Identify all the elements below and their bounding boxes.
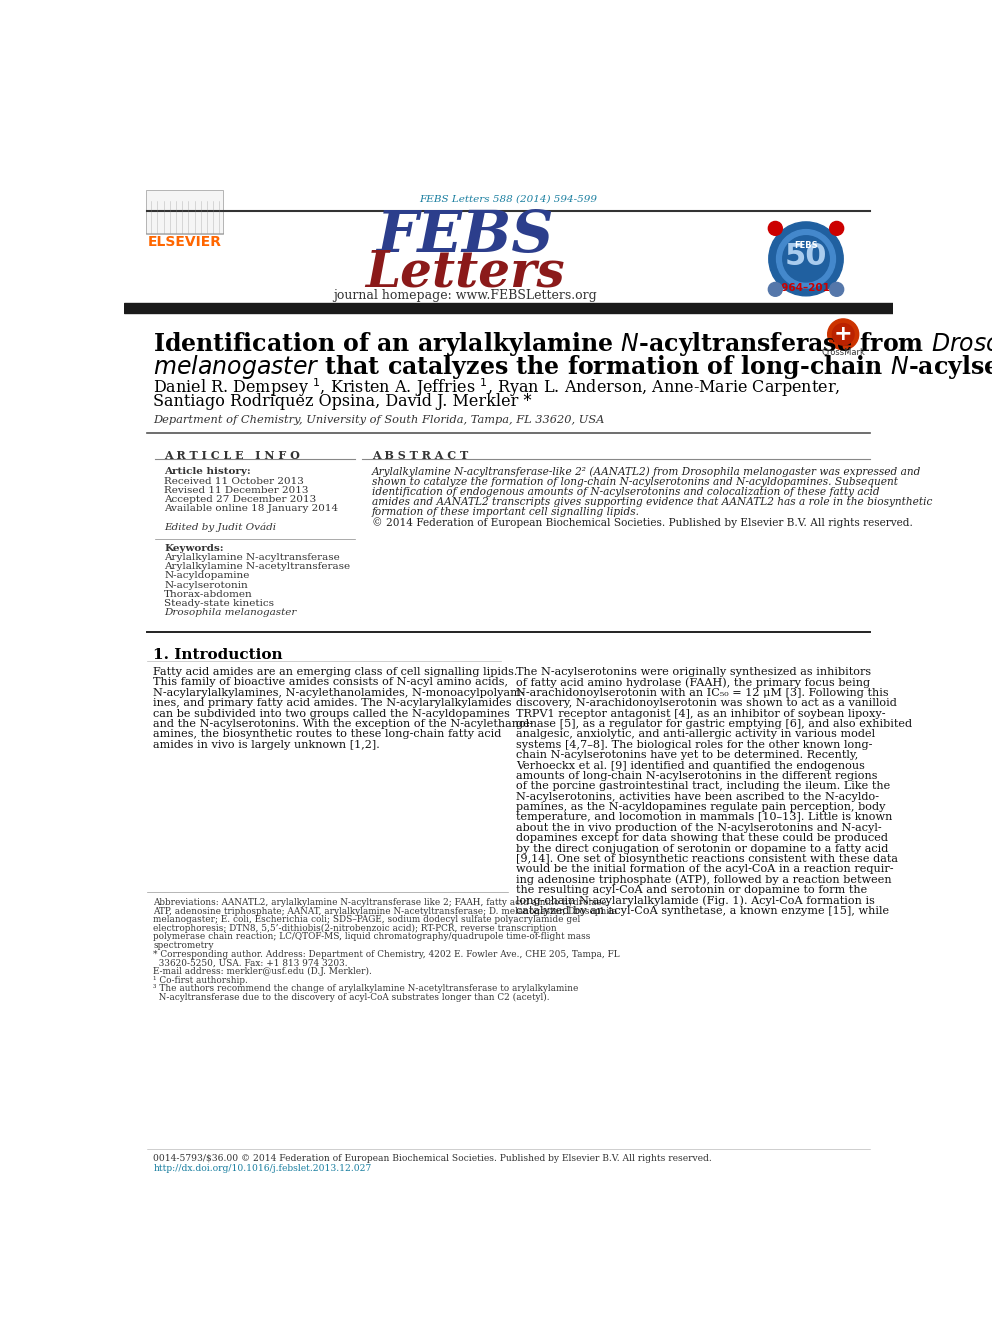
Text: 1. Introduction: 1. Introduction [154, 648, 283, 662]
Text: N-acyltransferase due to the discovery of acyl-CoA substrates longer than C2 (ac: N-acyltransferase due to the discovery o… [154, 992, 551, 1002]
Text: Steady-state kinetics: Steady-state kinetics [165, 599, 275, 609]
Text: Department of Chemistry, University of South Florida, Tampa, FL 33620, USA: Department of Chemistry, University of S… [154, 415, 605, 425]
Text: long-chain N-acylarylalkylamide (Fig. 1). Acyl-CoA formation is: long-chain N-acylarylalkylamide (Fig. 1)… [516, 896, 875, 906]
Text: shown to catalyze the formation of long-chain N-acylserotonins and N-acyldopamin: shown to catalyze the formation of long-… [372, 476, 898, 487]
Text: and the N-acylserotonins. With the exception of the N-acylethanol-: and the N-acylserotonins. With the excep… [154, 718, 534, 729]
Text: spectrometry: spectrometry [154, 941, 214, 950]
Text: This family of bioactive amides consists of N-acyl amino acids,: This family of bioactive amides consists… [154, 677, 509, 688]
Text: Daniel R. Dempsey $^1$, Kristen A. Jeffries $^1$, Ryan L. Anderson, Anne-Marie C: Daniel R. Dempsey $^1$, Kristen A. Jeffr… [154, 376, 841, 398]
Text: Arylalkylamine N-acyltransferase-like 2² (AANATL2) from Drosophila melanogaster : Arylalkylamine N-acyltransferase-like 2²… [372, 467, 922, 478]
Text: the resulting acyl-CoA and serotonin or dopamine to form the: the resulting acyl-CoA and serotonin or … [516, 885, 867, 896]
Text: identification of endogenous amounts of N-acylserotonins and colocalization of t: identification of endogenous amounts of … [372, 487, 880, 496]
Circle shape [783, 235, 829, 282]
Text: Drosophila melanogaster: Drosophila melanogaster [165, 609, 297, 618]
Text: Accepted 27 December 2013: Accepted 27 December 2013 [165, 495, 316, 504]
Text: 1964–2014: 1964–2014 [775, 283, 837, 294]
Text: amides in vivo is largely unknown [1,2].: amides in vivo is largely unknown [1,2]. [154, 740, 380, 750]
Text: 0014-5793/$36.00 © 2014 Federation of European Biochemical Societies. Published : 0014-5793/$36.00 © 2014 Federation of Eu… [154, 1154, 712, 1163]
Circle shape [777, 230, 835, 288]
Text: ines, and primary fatty acid amides. The N-acylarylalkylamides: ines, and primary fatty acid amides. The… [154, 699, 512, 708]
Circle shape [769, 221, 783, 235]
Circle shape [827, 319, 859, 349]
Text: 50: 50 [785, 242, 827, 271]
Text: N-acylserotonins, activities have been ascribed to the N-acyldo-: N-acylserotonins, activities have been a… [516, 791, 879, 802]
Text: ATP, adenosine triphosphate; AANAT, arylalkylamine N-acetyltransferase; D. melan: ATP, adenosine triphosphate; AANAT, aryl… [154, 906, 618, 916]
Text: Santiago Rodriquez Opsina, David J. Merkler *: Santiago Rodriquez Opsina, David J. Merk… [154, 393, 532, 410]
Text: amides and AANATL2 transcripts gives supporting evidence that AANATL2 has a role: amides and AANATL2 transcripts gives sup… [372, 497, 932, 507]
Text: amines, the biosynthetic routes to these long-chain fatty acid: amines, the biosynthetic routes to these… [154, 729, 502, 740]
Text: Abbreviations: AANATL2, arylalkylamine N-acyltransferase like 2; FAAH, fatty aci: Abbreviations: AANATL2, arylalkylamine N… [154, 898, 610, 908]
Text: journal homepage: www.FEBSLetters.org: journal homepage: www.FEBSLetters.org [333, 290, 597, 303]
Text: http://dx.doi.org/10.1016/j.febslet.2013.12.027: http://dx.doi.org/10.1016/j.febslet.2013… [154, 1164, 372, 1172]
Text: Identification of an arylalkylamine $N$-acyltransferase from $Drosophila$: Identification of an arylalkylamine $N$-… [154, 329, 992, 357]
Text: Article history:: Article history: [165, 467, 251, 476]
Text: Available online 18 January 2014: Available online 18 January 2014 [165, 504, 338, 513]
Text: FEBS: FEBS [795, 241, 817, 250]
Text: The N-acylserotonins were originally synthesized as inhibitors: The N-acylserotonins were originally syn… [516, 667, 871, 677]
Text: melanogaster; E. coli, Escherichia coli; SDS–PAGE, sodium dodecyl sulfate polyac: melanogaster; E. coli, Escherichia coli;… [154, 916, 580, 925]
Text: A R T I C L E   I N F O: A R T I C L E I N F O [165, 450, 301, 460]
Text: by the direct conjugation of serotonin or dopamine to a fatty acid: by the direct conjugation of serotonin o… [516, 844, 889, 853]
Text: FEBS Letters 588 (2014) 594-599: FEBS Letters 588 (2014) 594-599 [420, 194, 597, 204]
Text: © 2014 Federation of European Biochemical Societies. Published by Elsevier B.V. : © 2014 Federation of European Biochemica… [372, 517, 913, 528]
Text: discovery, N-arachidonoylserotonin was shown to act as a vanilloid: discovery, N-arachidonoylserotonin was s… [516, 699, 897, 708]
Text: CrossMark: CrossMark [821, 348, 865, 357]
Text: dopamines except for data showing that these could be produced: dopamines except for data showing that t… [516, 833, 888, 843]
Text: Arylalkylamine N-acetyltransferase: Arylalkylamine N-acetyltransferase [165, 562, 350, 572]
Text: Fatty acid amides are an emerging class of cell signalling lipids.: Fatty acid amides are an emerging class … [154, 667, 518, 677]
Text: electrophoresis; DTN8, 5,5’-dithiobis(2-nitrobenzoic acid); RT-PCR, reverse tran: electrophoresis; DTN8, 5,5’-dithiobis(2-… [154, 923, 558, 933]
Text: Letters: Letters [365, 249, 564, 298]
Text: ing adenosine triphosphate (ATP), followed by a reaction between: ing adenosine triphosphate (ATP), follow… [516, 875, 892, 885]
Text: amounts of long-chain N-acylserotonins in the different regions: amounts of long-chain N-acylserotonins i… [516, 771, 878, 781]
Text: temperature, and locomotion in mammals [10–13]. Little is known: temperature, and locomotion in mammals [… [516, 812, 893, 823]
Text: pamines, as the N-acyldopamines regulate pain perception, body: pamines, as the N-acyldopamines regulate… [516, 802, 886, 812]
Text: Edited by Judit Ovádi: Edited by Judit Ovádi [165, 523, 277, 532]
Text: catalyzed by an acyl-CoA synthetase, a known enzyme [15], while: catalyzed by an acyl-CoA synthetase, a k… [516, 906, 889, 916]
Text: Verhoeckx et al. [9] identified and quantified the endogenous: Verhoeckx et al. [9] identified and quan… [516, 761, 865, 770]
Text: of fatty acid amino hydrolase (FAAH), the primary focus being: of fatty acid amino hydrolase (FAAH), th… [516, 677, 870, 688]
Text: FEBS: FEBS [376, 208, 554, 265]
Text: genase [5], as a regulator for gastric emptying [6], and also exhibited: genase [5], as a regulator for gastric e… [516, 718, 913, 729]
Text: about the in vivo production of the N-acylserotonins and N-acyl-: about the in vivo production of the N-ac… [516, 823, 882, 833]
Text: ELSEVIER: ELSEVIER [148, 235, 221, 249]
Text: analgesic, anxiolytic, and anti-allergic activity in various model: analgesic, anxiolytic, and anti-allergic… [516, 729, 875, 740]
Text: Thorax-abdomen: Thorax-abdomen [165, 590, 253, 599]
Circle shape [829, 282, 843, 296]
Text: A B S T R A C T: A B S T R A C T [372, 450, 468, 460]
Text: polymerase chain reaction; LC/QTOF-MS, liquid chromatography/quadrupole time-of-: polymerase chain reaction; LC/QTOF-MS, l… [154, 933, 591, 942]
Text: formation of these important cell signalling lipids.: formation of these important cell signal… [372, 507, 640, 517]
Text: Revised 11 December 2013: Revised 11 December 2013 [165, 486, 309, 495]
Text: * Corresponding author. Address: Department of Chemistry, 4202 E. Fowler Ave., C: * Corresponding author. Address: Departm… [154, 950, 620, 959]
Text: ³ The authors recommend the change of arylalkylamine N-acetyltransferase to aryl: ³ The authors recommend the change of ar… [154, 984, 578, 994]
Text: N-arachidonoylserotonin with an IC₅₀ = 12 μM [3]. Following this: N-arachidonoylserotonin with an IC₅₀ = 1… [516, 688, 889, 697]
Text: of the porcine gastrointestinal tract, including the ileum. Like the: of the porcine gastrointestinal tract, i… [516, 782, 891, 791]
Text: Arylalkylamine N-acyltransferase: Arylalkylamine N-acyltransferase [165, 553, 340, 562]
Text: E-mail address: merkler@usf.edu (D.J. Merkler).: E-mail address: merkler@usf.edu (D.J. Me… [154, 967, 372, 976]
Text: N-acylserotonin: N-acylserotonin [165, 581, 248, 590]
Text: Received 11 October 2013: Received 11 October 2013 [165, 476, 305, 486]
Circle shape [829, 221, 843, 235]
Text: N-acylarylalkylamines, N-acylethanolamides, N-monoacylpolyam-: N-acylarylalkylamines, N-acylethanolamid… [154, 688, 525, 697]
Text: systems [4,7–8]. The biological roles for the other known long-: systems [4,7–8]. The biological roles fo… [516, 740, 873, 750]
Bar [124, 303, 893, 312]
Circle shape [769, 222, 843, 296]
Text: Keywords:: Keywords: [165, 544, 224, 553]
Text: $melanogaster$ that catalyzes the formation of long-chain $N$-acylserotonins: $melanogaster$ that catalyzes the format… [154, 353, 992, 381]
Text: would be the initial formation of the acyl-CoA in a reaction requir-: would be the initial formation of the ac… [516, 864, 894, 875]
Text: ¹ Co-first authorship.: ¹ Co-first authorship. [154, 975, 248, 984]
Circle shape [832, 324, 854, 345]
Text: chain N-acylserotonins have yet to be determined. Recently,: chain N-acylserotonins have yet to be de… [516, 750, 858, 761]
Text: TRPV1 receptor antagonist [4], as an inhibitor of soybean lipoxy-: TRPV1 receptor antagonist [4], as an inh… [516, 709, 886, 718]
Text: +: + [834, 324, 852, 344]
Text: [9,14]. One set of biosynthetic reactions consistent with these data: [9,14]. One set of biosynthetic reaction… [516, 855, 898, 864]
Text: N-acyldopamine: N-acyldopamine [165, 572, 250, 581]
Text: can be subdivided into two groups called the N-acyldopamines: can be subdivided into two groups called… [154, 709, 510, 718]
Bar [146, 189, 223, 234]
Circle shape [769, 282, 783, 296]
Text: 33620-5250, USA. Fax: +1 813 974 3203.: 33620-5250, USA. Fax: +1 813 974 3203. [154, 958, 348, 967]
